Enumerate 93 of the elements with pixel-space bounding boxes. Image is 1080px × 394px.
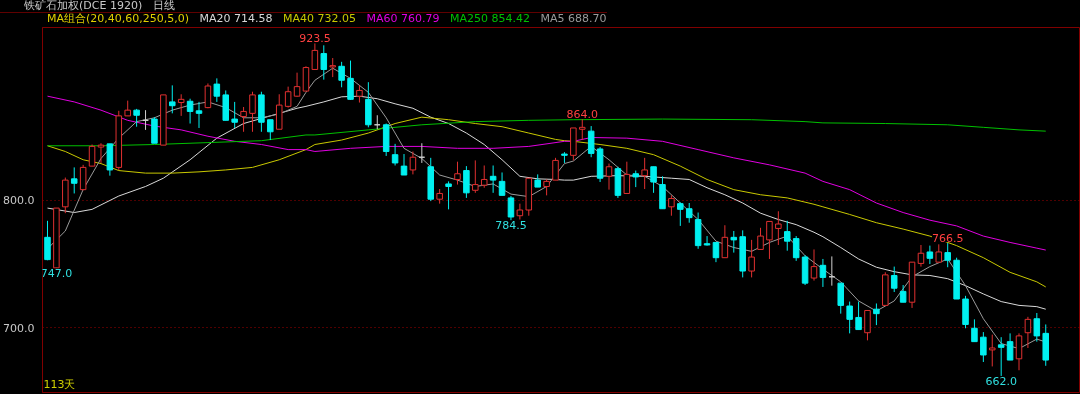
candlestick [70,166,78,194]
candlestick [677,201,684,227]
candlestick [507,195,515,221]
candlestick [338,61,345,88]
candlestick [97,142,105,164]
candlestick [579,118,586,141]
candlestick [79,164,87,191]
text: MA60 760.79 [366,12,440,25]
candlestick [971,318,978,343]
candlestick [605,163,613,191]
annotation: 864.0 [566,108,599,122]
y-tick-label: 800.0 [3,194,35,208]
candlestick [1006,332,1014,361]
candlestick [944,242,951,268]
candlestick [231,101,238,129]
candlestick [213,77,221,103]
legend-title: MA组合(20,40,60,250,5,0) [47,12,190,25]
candlestick [498,171,506,196]
candlestick [864,309,871,341]
annotation: 766.5 [931,232,964,246]
annotation: 784.5 [495,219,527,233]
candlestick [587,125,595,158]
candlestick [757,227,764,250]
candlestick [980,331,987,363]
candlestick [989,334,996,367]
candlestick [240,106,247,133]
candlestick [766,220,773,260]
candlestick [997,336,1005,377]
candlestick [775,210,782,246]
text: MA20 714.58 [199,12,273,25]
candlestick [819,258,827,288]
text: MA5 688.70 [540,12,607,25]
candlestick [784,220,791,252]
candlestick [846,301,853,334]
annotation: 662.0 [985,374,1017,388]
text: MA250 854.42 [450,12,531,25]
candlestick [463,165,470,199]
candlestick [88,144,96,167]
candlestick [730,230,738,254]
candlestick [792,235,800,262]
candlestick [249,91,256,133]
candlestick [623,161,631,194]
candlestick [177,93,185,117]
candlestick [748,239,755,278]
candlestick [685,202,693,224]
candlestick [195,101,203,129]
candlestick [703,235,711,247]
candlestick [400,153,408,176]
candlestick [204,82,212,109]
candlestick [284,86,292,109]
candlestick [890,266,898,293]
y-tick-label: 700.0 [3,321,35,335]
candlestick [641,157,648,190]
candlestick [926,245,934,265]
chart-title: 铁矿石加权(DCE 1920) [24,0,143,12]
candlestick [1024,316,1032,349]
candlestick [855,301,862,331]
candlestick [650,166,657,194]
candlestick [480,164,488,189]
candlestick [169,84,176,114]
line-series [46,118,1047,147]
candlestick [267,119,274,141]
candlestick [44,220,51,261]
candlestick [472,159,479,194]
annotation: 923.5 [299,32,331,46]
candlestick [1033,312,1041,343]
candlestick [721,224,729,259]
candlestick [302,65,310,92]
candlestick [186,98,194,125]
candlestick [489,164,497,194]
candlestick [552,157,559,181]
candlestick [320,44,328,81]
candlestick [293,72,301,98]
candlestick [445,180,452,210]
candlestick [837,282,845,315]
candlestick [347,60,354,101]
candlestick [329,57,336,78]
candlestick [1015,332,1023,371]
text: MA40 732.05 [283,12,357,25]
candlestick [516,203,524,221]
candlestick [873,302,880,326]
candlestick [917,244,925,268]
chart-subtitle: 日线 [152,0,175,12]
candlestick [668,194,675,217]
candlestick [409,151,417,175]
annotation: 113天 [43,377,76,391]
candlestick [391,143,399,166]
line-series [46,95,1047,251]
candlestick [810,248,818,282]
candlestick [712,241,720,263]
candlestick [454,161,461,186]
candlestick [311,42,319,70]
annotation: 747.0 [40,266,73,280]
